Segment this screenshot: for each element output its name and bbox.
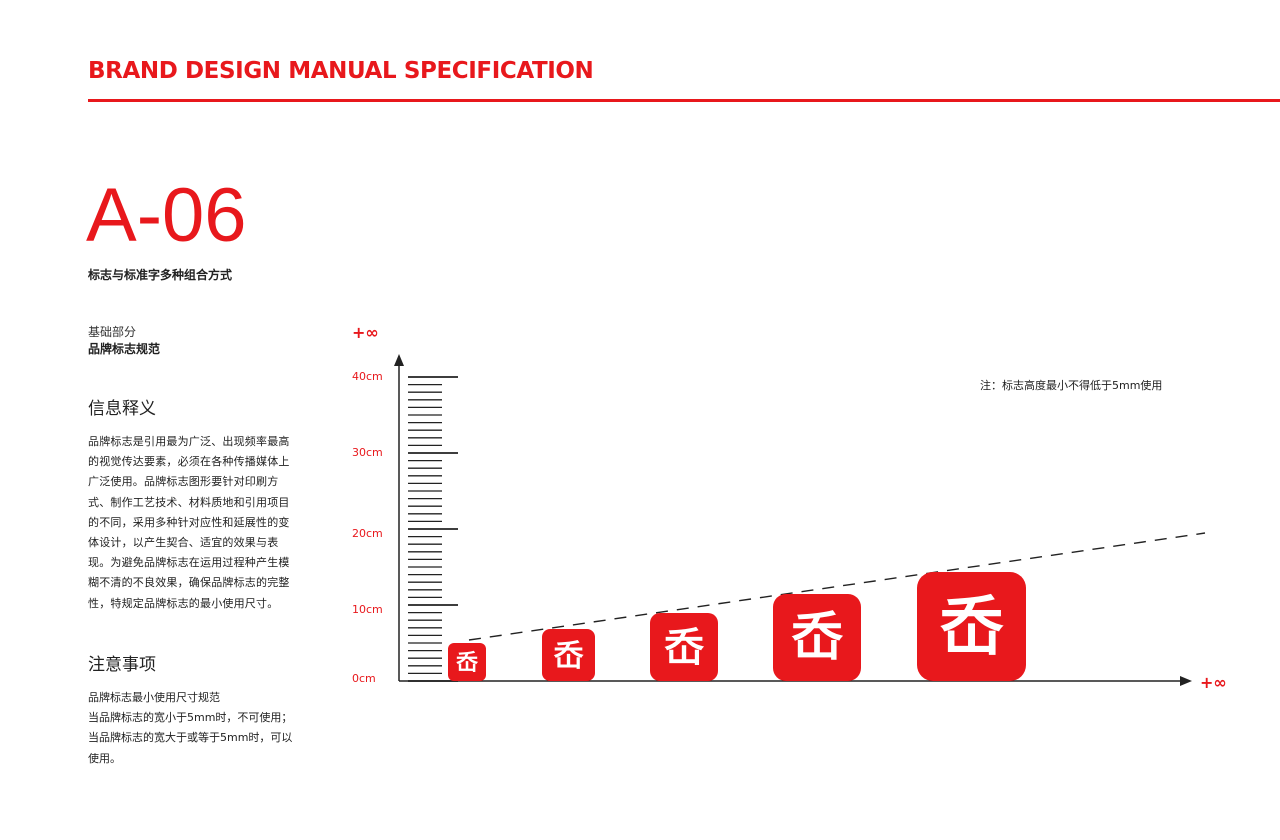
- notes-list: 品牌标志最小使用尺寸规范 当品牌标志的宽小于5mm时，不可使用； 当品牌标志的宽…: [88, 688, 303, 769]
- y-tick-label: 20cm: [352, 527, 383, 540]
- logo-example-3: 岙: [650, 613, 718, 681]
- y-axis-arrow: [394, 354, 404, 366]
- brand-logo-glyph: 岙: [456, 651, 479, 676]
- brand-logo-glyph: 岙: [554, 639, 585, 674]
- category-label: 基础部分: [88, 325, 137, 339]
- notes-line: 当品牌标志的宽小于5mm时，不可使用；: [88, 711, 293, 725]
- notes-line: 品牌标志最小使用尺寸规范: [88, 691, 220, 704]
- brand-logo-mark: [773, 594, 861, 681]
- brand-logo-mark: [917, 572, 1026, 681]
- brand-logo-mark: [448, 643, 486, 681]
- growth-dashed-line: [468, 532, 1206, 641]
- min-size-note: 注：标志高度最小不得低于5mm使用: [980, 378, 1162, 392]
- x-axis-arrow: [1180, 676, 1192, 686]
- brand-logo-glyph: 岙: [791, 608, 844, 668]
- logo-example-2: 岙: [542, 629, 595, 681]
- section-subtitle: 标志与标准字多种组合方式: [88, 268, 233, 282]
- ruler-scale: [408, 376, 458, 682]
- brand-logo-glyph: 岙: [664, 625, 705, 671]
- category-block: 基础部分 品牌标志规范: [88, 324, 160, 358]
- logo-example-4: 岙: [773, 594, 861, 681]
- y-tick-labels: 0cm 10cm 20cm 30cm 40cm: [352, 370, 383, 685]
- category-name: 品牌标志规范: [88, 342, 161, 356]
- y-tick-label: 0cm: [352, 672, 376, 685]
- logo-size-examples: 岙 岙 岙 岙 岙: [448, 572, 1026, 681]
- x-infinity-label: +∞: [1200, 673, 1227, 692]
- logo-example-1: 岙: [448, 643, 486, 681]
- info-heading: 信息释义: [88, 399, 156, 419]
- header-divider: [88, 99, 1280, 102]
- logo-example-5: 岙: [917, 572, 1026, 681]
- brand-logo-glyph: 岙: [940, 591, 1005, 665]
- info-paragraph: 品牌标志是引用最为广泛、出现频率最高的视觉传达要素，必须在各种传播媒体上广泛使用…: [88, 435, 290, 610]
- y-infinity-label: +∞: [352, 323, 379, 342]
- y-tick-label: 10cm: [352, 603, 383, 616]
- notes-heading: 注意事项: [88, 655, 156, 675]
- brand-logo-mark: [542, 629, 595, 681]
- manual-title: BRAND DESIGN MANUAL SPECIFICATION: [88, 58, 594, 84]
- section-code: A-06: [86, 173, 247, 258]
- logo-size-diagram: +∞ +∞ 0cm 10cm 20cm 30cm 40cm 注：标志高度最小不得…: [352, 323, 1227, 692]
- y-tick-label: 30cm: [352, 446, 383, 459]
- notes-line: 当品牌标志的宽大于或等于5mm时，可以使用。: [88, 731, 293, 765]
- brand-logo-mark: [650, 613, 718, 681]
- y-tick-label: 40cm: [352, 370, 383, 383]
